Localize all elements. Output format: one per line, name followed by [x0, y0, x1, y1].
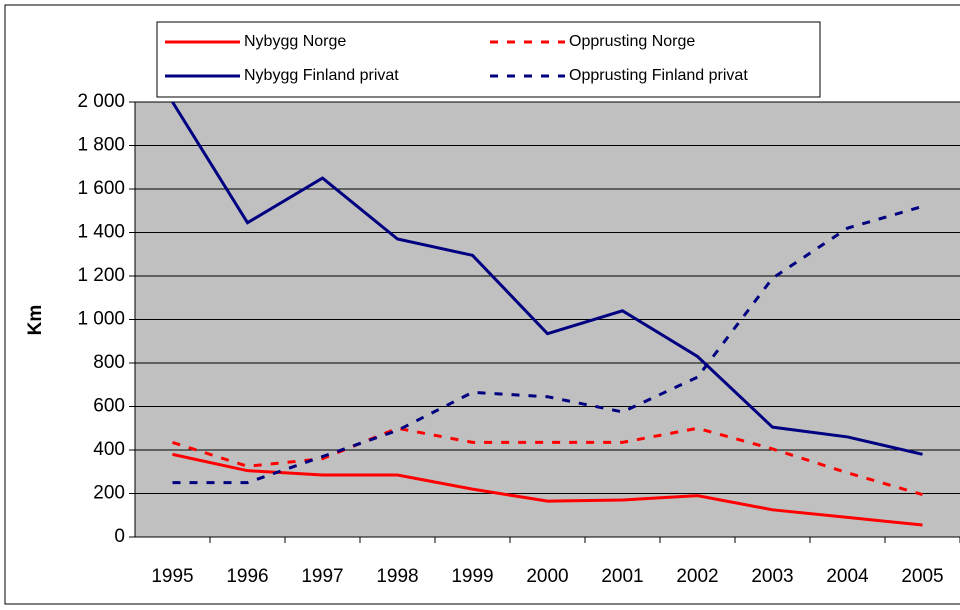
y-tick-label: 800 [93, 352, 125, 373]
y-tick-label: 600 [93, 396, 125, 417]
y-axis-label: Km [25, 305, 46, 336]
y-tick-label: 1 200 [77, 265, 125, 286]
x-tick-label: 2002 [676, 566, 718, 587]
x-tick-label: 1995 [151, 566, 193, 587]
x-tick-label: 1998 [376, 566, 418, 587]
legend-label: Opprusting Finland privat [569, 67, 748, 84]
series-line [171, 101, 923, 456]
x-tick-label: 2001 [601, 566, 643, 587]
legend-box [156, 21, 821, 98]
y-tick-label: 2 000 [77, 91, 125, 112]
series-line [172, 204, 923, 485]
legend-label: Nybygg Finland privat [244, 67, 399, 84]
y-tick-label: 0 [114, 526, 125, 547]
x-tick-label: 1997 [301, 566, 343, 587]
y-tick-label: 1 600 [77, 178, 125, 199]
y-tick-label: 200 [93, 483, 125, 504]
legend-label: Nybygg Norge [244, 33, 346, 50]
x-tick-label: 1996 [226, 566, 268, 587]
legend-label: Opprusting Norge [569, 33, 695, 50]
y-tick-label: 1 800 [77, 135, 125, 156]
x-tick-label: 2005 [901, 566, 943, 587]
y-tick-label: 1 000 [77, 309, 125, 330]
x-tick-label: 2000 [526, 566, 568, 587]
x-tick-label: 2004 [826, 566, 869, 587]
y-tick-label: 1 400 [77, 222, 125, 243]
x-tick-label: 2003 [751, 566, 793, 587]
series-line [172, 452, 923, 527]
x-tick-label: 1999 [451, 566, 493, 587]
y-tick-label: 400 [93, 439, 125, 460]
